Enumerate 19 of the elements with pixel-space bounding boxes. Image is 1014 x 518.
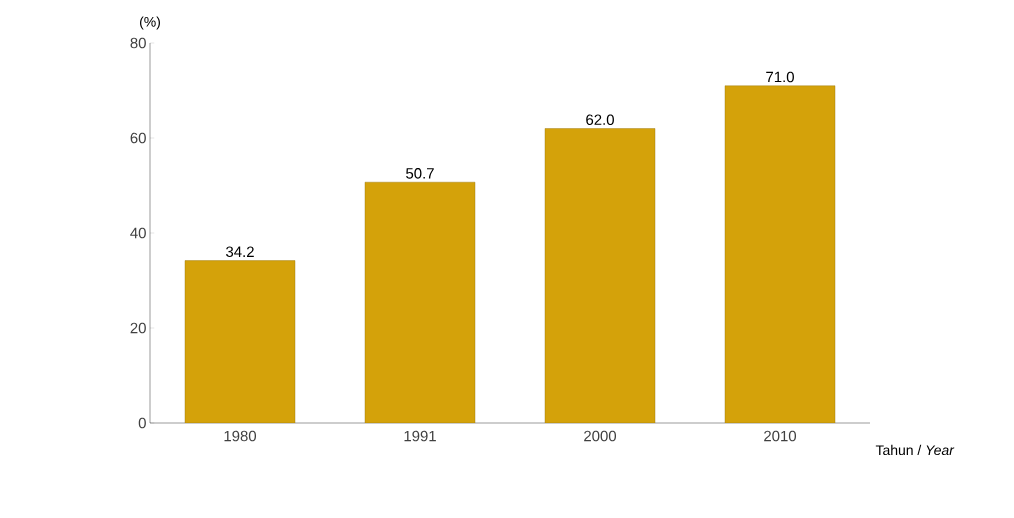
- y-tick-label: 0: [138, 417, 146, 429]
- data-label: 62.0: [586, 114, 614, 125]
- x-tick-label: 1980: [224, 430, 257, 442]
- y-tick-label: 80: [130, 37, 146, 49]
- y-tick-label: 40: [130, 227, 146, 239]
- x-tick-label: 1991: [404, 430, 436, 442]
- data-label: 34.2: [226, 246, 254, 258]
- data-label: 50.7: [406, 168, 434, 179]
- x-tick-label: 2000: [584, 430, 617, 442]
- y-tick-label: 20: [130, 322, 146, 334]
- bar: [544, 128, 656, 423]
- y-tick-label: 60: [130, 132, 146, 144]
- bar: [184, 260, 296, 423]
- y-axis-title: (%): [140, 16, 160, 30]
- x-axis-title: Tahun / Year: [875, 444, 955, 456]
- data-label: 71.0: [766, 71, 794, 83]
- bar: [724, 85, 836, 423]
- x-tick-label: 2010: [764, 430, 797, 442]
- bar: [364, 181, 476, 423]
